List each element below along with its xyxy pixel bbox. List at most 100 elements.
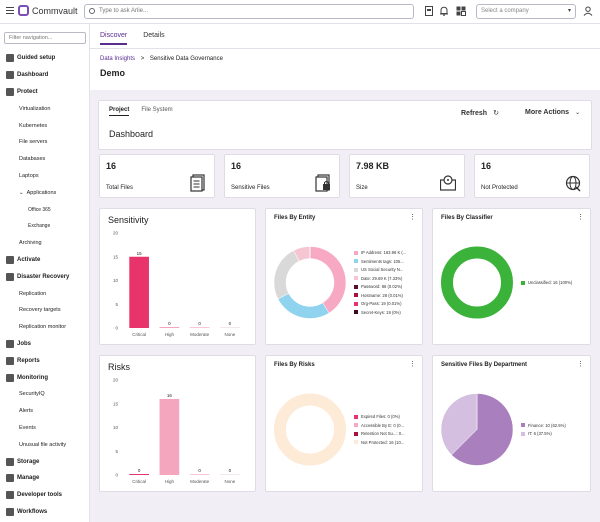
sidebar-item-archiving[interactable]: Archiving <box>0 235 90 252</box>
sidebar-item-label: Storage <box>17 458 40 465</box>
sidebar-item-office-365[interactable]: Office 365 <box>0 201 90 218</box>
pie-slice[interactable] <box>277 293 330 319</box>
bar[interactable] <box>220 474 240 475</box>
sidebar-item-manage[interactable]: Manage <box>0 470 90 487</box>
apps-grid-icon[interactable] <box>456 6 466 16</box>
sidebar-item-dashboard[interactable]: Dashboard <box>0 67 90 84</box>
filter-navigation-input[interactable]: Filter navigation... <box>4 32 86 44</box>
pie-slice[interactable] <box>309 246 347 314</box>
tab-discover[interactable]: Discover <box>100 32 128 45</box>
pie-slice[interactable] <box>274 393 346 466</box>
legend-label: Finance: 10 (62.5%) <box>528 422 566 428</box>
tab-details[interactable]: Details <box>143 32 165 39</box>
workflows-icon <box>6 507 14 516</box>
breadcrumb-link[interactable]: Data Insights <box>100 56 136 62</box>
pie-slice[interactable] <box>451 393 514 466</box>
sidebar-item-developer-tools[interactable]: Developer tools <box>0 487 90 504</box>
sidebar-item-guided-setup[interactable]: Guided setup <box>0 50 90 67</box>
more-actions-button[interactable]: More Actions ⌄ <box>525 109 580 116</box>
sidebar-item-disaster-recovery[interactable]: Disaster Recovery <box>0 268 90 285</box>
bell-icon[interactable] <box>439 6 449 16</box>
tab-project[interactable]: Project <box>109 107 130 116</box>
hamburger-menu-icon[interactable] <box>6 7 14 15</box>
bar[interactable] <box>159 327 180 328</box>
sidebar-item-workflows[interactable]: Workflows <box>0 504 90 521</box>
legend-item[interactable]: Hostname: 28 (0.01%) <box>354 291 406 300</box>
sidebar-item-file-servers[interactable]: File servers <box>0 134 90 151</box>
y-tick-label: 5 <box>115 302 118 307</box>
brand-logo[interactable]: Commvault <box>18 5 78 16</box>
legend-item[interactable]: Secret-Keys: 19 (0%) <box>354 308 406 317</box>
bar[interactable] <box>220 327 240 328</box>
sidebar-item-recovery-targets[interactable]: Recovery targets <box>0 302 90 319</box>
sidebar-item-activate[interactable]: Activate <box>0 252 90 269</box>
sidebar-item-label: Alerts <box>19 408 34 415</box>
sidebar-item-virtualization[interactable]: Virtualization <box>0 100 90 117</box>
legend-item[interactable]: Expired Files: 0 (0%) <box>354 413 405 422</box>
pie-slice[interactable] <box>273 250 300 300</box>
legend-item[interactable]: Accessible By E: 0 (0... <box>354 421 405 430</box>
legend-item[interactable]: IT: 6 (37.5%) <box>521 430 566 439</box>
bar[interactable] <box>129 474 149 475</box>
legend-item[interactable]: Unclassified: 16 (100%) <box>521 278 572 287</box>
sidebar-item-laptops[interactable]: Laptops <box>0 168 90 185</box>
refresh-button[interactable]: Refresh ↻ <box>461 109 499 117</box>
legend-swatch <box>521 423 525 428</box>
sidebar-item-kubernetes[interactable]: Kubernetes <box>0 117 90 134</box>
sidebar-item-applications[interactable]: ⌄ Applications <box>0 184 90 201</box>
company-select[interactable]: Select a company ▾ <box>476 4 576 19</box>
tab-file-system[interactable]: File System <box>141 107 173 113</box>
sidebar-item-label: Events <box>19 424 36 431</box>
legend-item[interactable]: Not Protected: 16 (10... <box>354 438 405 447</box>
sidebar-item-protect[interactable]: Protect <box>0 84 90 101</box>
bar[interactable] <box>129 256 149 328</box>
legend-item[interactable]: US Social Security N... <box>354 266 406 275</box>
chart-title: Files By Classifier <box>441 215 493 221</box>
legend-item[interactable]: Date: 29.69 K (7.33%) <box>354 274 406 283</box>
brand-name: Commvault <box>32 5 78 16</box>
shield-icon <box>6 87 14 96</box>
sidebar-item-jobs[interactable]: Jobs <box>0 336 90 353</box>
sidebar-item-securityiq[interactable]: SecurityIQ <box>0 386 90 403</box>
kebab-menu-icon[interactable]: ⋮ <box>409 361 416 368</box>
pie-slice[interactable] <box>440 393 478 456</box>
kebab-menu-icon[interactable]: ⋮ <box>409 214 416 221</box>
legend-item[interactable]: Finance: 10 (62.5%) <box>521 421 566 430</box>
sidebar-item-exchange[interactable]: Exchange <box>0 218 90 235</box>
stat-card-size: 7.98 KB Size <box>349 154 465 198</box>
report-icon[interactable] <box>424 6 434 16</box>
search-input[interactable]: Type to ask Arlie... <box>84 4 414 19</box>
sidebar-item-monitoring[interactable]: Monitoring <box>0 369 90 386</box>
sidebar-item-storage[interactable]: Storage <box>0 453 90 470</box>
sidebar-item-events[interactable]: Events <box>0 420 90 437</box>
jobs-icon <box>6 339 14 348</box>
sidebar-item-databases[interactable]: Databases <box>0 151 90 168</box>
x-tick-label: Moderate <box>190 332 210 337</box>
legend-item[interactable]: Retention Not Su...: 0... <box>354 430 405 439</box>
kebab-menu-icon[interactable]: ⋮ <box>577 214 584 221</box>
legend-item[interactable]: Sentiments tags: 105... <box>354 257 406 266</box>
user-icon[interactable] <box>583 6 593 16</box>
legend-item[interactable]: Org-Pass: 19 (0.01%) <box>354 300 406 309</box>
legend-item[interactable]: IP Address: 163.96 K (... <box>354 249 406 258</box>
sidebar-item-reports[interactable]: Reports <box>0 352 90 369</box>
bar[interactable] <box>189 327 210 328</box>
x-tick-label: High <box>165 479 175 484</box>
globe-icon <box>565 175 581 192</box>
kebab-menu-icon[interactable]: ⋮ <box>577 361 584 368</box>
sidebar-item-unusual-file-activity[interactable]: Unusual file activity <box>0 436 90 453</box>
bar[interactable] <box>189 474 210 475</box>
breadcrumb: Data Insights > Sensitive Data Governanc… <box>100 56 223 62</box>
sidebar-item-label: Virtualization <box>19 105 51 112</box>
bar-value-label: 15 <box>137 251 143 256</box>
bar[interactable] <box>159 399 180 475</box>
bar-value-label: 0 <box>168 321 171 326</box>
sidebar-item-replication-monitor[interactable]: Replication monitor <box>0 319 90 336</box>
sidebar-item-alerts[interactable]: Alerts <box>0 403 90 420</box>
y-tick-label: 5 <box>115 449 118 454</box>
pie-slice[interactable] <box>441 246 513 319</box>
x-tick-label: None <box>224 332 235 337</box>
legend-label: Not Protected: 16 (10... <box>361 439 405 445</box>
legend-item[interactable]: Password: 86 (0.02%) <box>354 283 406 292</box>
sidebar-item-replication[interactable]: Replication <box>0 285 90 302</box>
